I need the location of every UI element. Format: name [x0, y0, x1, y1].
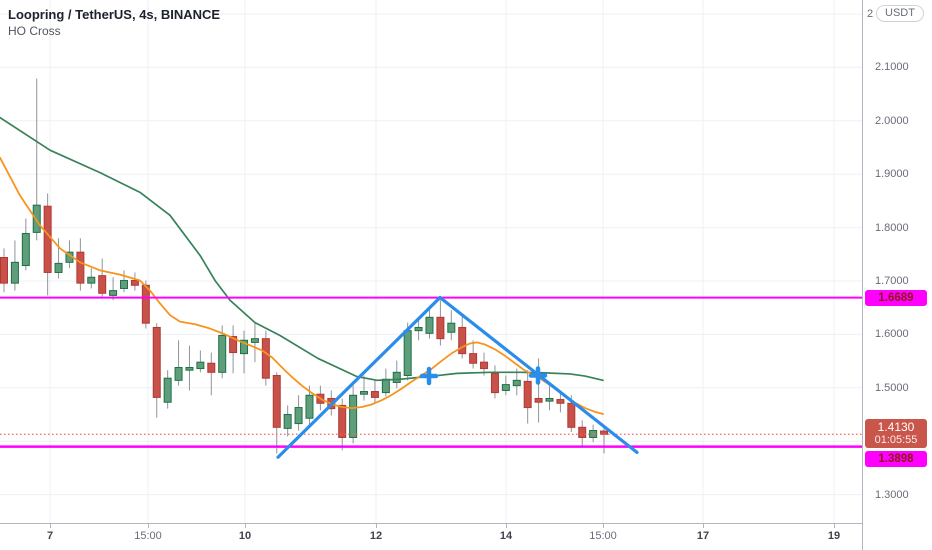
time-tick-label: 15:00 — [589, 530, 617, 542]
candle-up — [54, 262, 63, 273]
candle-up — [174, 367, 183, 381]
candle-up — [109, 290, 118, 296]
candle-down — [0, 257, 8, 284]
time-tick-label: 12 — [369, 530, 383, 542]
candle-down — [556, 399, 565, 404]
candle-down — [567, 402, 576, 428]
candlestick-chart[interactable] — [0, 0, 862, 523]
candle-up — [414, 326, 423, 332]
time-tick-label: 7 — [46, 530, 54, 542]
price-tick-label: 2.0000 — [875, 114, 909, 127]
candle-up — [21, 232, 30, 267]
candle-down — [534, 397, 543, 403]
candle-up — [447, 322, 456, 333]
candle-up — [10, 261, 19, 284]
candle-down — [436, 316, 445, 340]
candle-up — [218, 334, 227, 373]
candle-up — [403, 330, 412, 377]
time-tick-label: 10 — [238, 530, 252, 542]
candle-up — [501, 384, 510, 391]
candle-down — [578, 426, 587, 438]
time-tick-mark — [834, 524, 835, 528]
candle-down — [370, 391, 379, 398]
candle-down — [76, 251, 85, 284]
candle-down — [207, 362, 216, 373]
cross-marker-icon[interactable] — [528, 366, 548, 385]
time-tick-mark — [245, 524, 246, 528]
candle-up — [392, 371, 401, 383]
currency-toggle-button[interactable]: USDT — [876, 5, 924, 22]
time-tick-label: 15:00 — [134, 530, 162, 542]
price-tick-label: 1.7000 — [875, 275, 909, 287]
candle-down — [98, 275, 107, 294]
candle-up — [120, 279, 129, 289]
time-tick-mark — [703, 524, 704, 528]
candle-down — [130, 279, 139, 286]
ma-line-orange[interactable] — [0, 156, 604, 415]
ma-line-green[interactable] — [0, 116, 604, 382]
candle-up — [349, 394, 358, 438]
price-axis[interactable]: 2 USDT 2.1000 2.0000 1.9000 1.8000 1.7000 1.6… — [862, 0, 932, 550]
price-tick-partial: 2 — [867, 8, 874, 20]
candle-down — [141, 284, 150, 324]
candle-up — [545, 397, 554, 402]
price-tick-label: 1.9000 — [875, 168, 909, 181]
chart-legend: Loopring / TetherUS, 4s, BINANCE HO Cros… — [8, 6, 220, 39]
candle-down — [261, 338, 270, 379]
price-tick-label: 1.5000 — [875, 381, 909, 394]
price-tick-label: 1.3000 — [875, 488, 909, 501]
candle-down — [490, 372, 499, 394]
price-tick-label: 1.6000 — [875, 328, 909, 341]
candle-up — [283, 414, 292, 429]
time-axis[interactable]: 7 15:00 10 12 14 15:00 17 19 — [0, 523, 932, 550]
time-tick-mark — [506, 524, 507, 528]
trendline[interactable] — [276, 295, 442, 459]
candle-up — [360, 391, 369, 395]
candle-up — [32, 204, 41, 233]
candle-up — [381, 378, 390, 394]
candle-up — [196, 361, 205, 370]
candle-up — [87, 276, 96, 284]
symbol-title[interactable]: Loopring / TetherUS, 4s, BINANCE — [8, 7, 221, 22]
candle-up — [185, 367, 194, 371]
candle-down — [523, 380, 532, 409]
time-tick-label: 19 — [827, 530, 841, 542]
time-tick-mark — [148, 524, 149, 528]
candle-up — [240, 339, 249, 355]
price-tick-label: 1.8000 — [875, 221, 909, 234]
time-tick-mark — [603, 524, 604, 528]
cross-marker-icon[interactable] — [419, 366, 439, 386]
candle-up — [305, 394, 314, 419]
candle-up — [163, 377, 172, 403]
indicator-name[interactable]: HO Cross — [8, 24, 61, 38]
price-tick-label: 2.1000 — [875, 61, 909, 74]
alert-price-label[interactable]: 1.3898 — [865, 451, 927, 468]
candle-down — [43, 205, 52, 273]
candle-up — [425, 316, 434, 334]
candle-up — [294, 407, 303, 425]
time-tick-label: 17 — [696, 530, 710, 542]
alert-price-label[interactable]: 1.6689 — [865, 289, 927, 306]
candle-down — [458, 326, 467, 355]
last-price-axis-label[interactable]: 1.4130 01:05:55 — [865, 419, 927, 449]
candle-up — [512, 379, 521, 387]
candle-down — [469, 353, 478, 364]
candle-down — [338, 404, 347, 438]
time-tick-mark — [376, 524, 377, 528]
candle-down — [272, 375, 281, 428]
candle-down — [229, 336, 238, 354]
time-tick-label: 14 — [499, 530, 513, 542]
candle-up — [250, 338, 259, 343]
candle-down — [152, 326, 161, 398]
time-tick-mark — [50, 524, 51, 528]
candle-down — [480, 361, 489, 370]
